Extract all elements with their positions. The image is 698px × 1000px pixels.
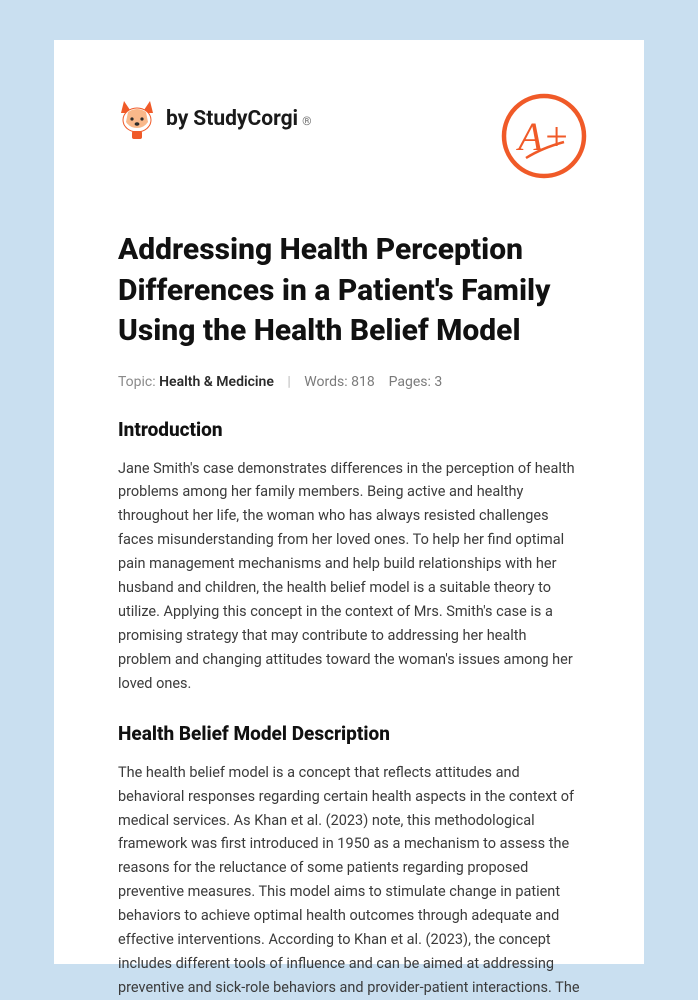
brand-text: by StudyCorgi ® <box>166 107 312 131</box>
section-heading: Health Belief Model Description <box>118 722 580 745</box>
meta-separator: | <box>287 374 290 390</box>
words-label: Words: <box>304 374 347 390</box>
topic-label: Topic: <box>118 374 156 390</box>
svg-text:A+: A+ <box>515 114 569 159</box>
header-row: by StudyCorgi ® A+ <box>118 98 580 182</box>
section-heading: Introduction <box>118 418 580 441</box>
topic-value: Health & Medicine <box>159 374 274 390</box>
grade-badge-icon: A+ <box>498 90 590 182</box>
pages-value: 3 <box>434 374 442 390</box>
corgi-logo-icon <box>118 98 156 140</box>
document-page: by StudyCorgi ® A+ Addressing Health Per… <box>54 40 644 964</box>
words-value: 818 <box>351 374 375 390</box>
brand-by: by <box>166 107 188 131</box>
meta-row: Topic: Health & Medicine | Words: 818 Pa… <box>118 374 580 390</box>
brand: by StudyCorgi ® <box>118 98 312 140</box>
page-title: Addressing Health Perception Differences… <box>118 230 580 352</box>
brand-name: StudyCorgi <box>193 107 298 131</box>
section-body: Jane Smith's case demonstrates differenc… <box>118 457 580 696</box>
registered-icon: ® <box>302 114 311 128</box>
section-body: The health belief model is a concept tha… <box>118 761 580 1000</box>
pages-label: Pages: <box>389 374 431 390</box>
